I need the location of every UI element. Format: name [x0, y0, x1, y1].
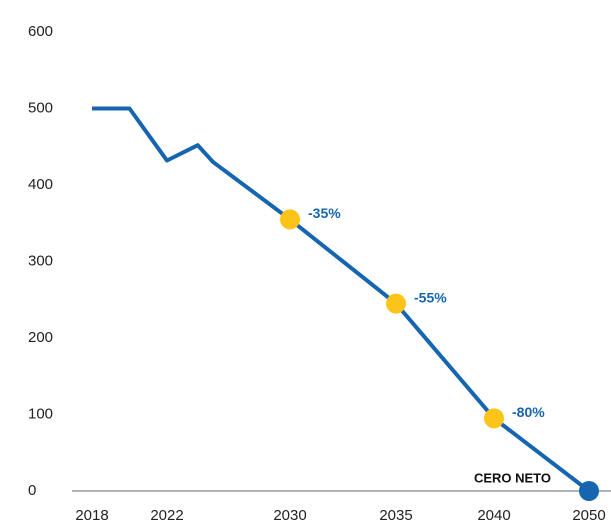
x-tick-label: 2040 [477, 507, 510, 524]
y-tick-label: 100 [28, 405, 53, 422]
x-tick-label: 2035 [379, 507, 412, 524]
line [92, 106, 591, 493]
marker [579, 481, 599, 501]
annotation: -35% [308, 205, 341, 221]
marker [484, 408, 504, 429]
y-tick-label: 400 [28, 176, 53, 193]
y-tick-label: 300 [28, 252, 53, 269]
x-tick-label: 2050 [572, 507, 605, 524]
x-tick-label: 2030 [273, 507, 306, 524]
x-tick-label: 2018 [75, 507, 108, 524]
y-tick-label: 500 [28, 99, 53, 116]
x-tick-label: 2022 [150, 507, 183, 524]
y-tick-label: 200 [28, 329, 53, 346]
annotation: -55% [414, 289, 447, 305]
y-tick-label: 600 [28, 23, 53, 40]
annotation: CERO NETO [474, 470, 551, 485]
marker [386, 293, 406, 314]
marker [280, 209, 300, 230]
annotation: -80% [512, 404, 545, 420]
y-tick-label: 0 [28, 482, 36, 499]
